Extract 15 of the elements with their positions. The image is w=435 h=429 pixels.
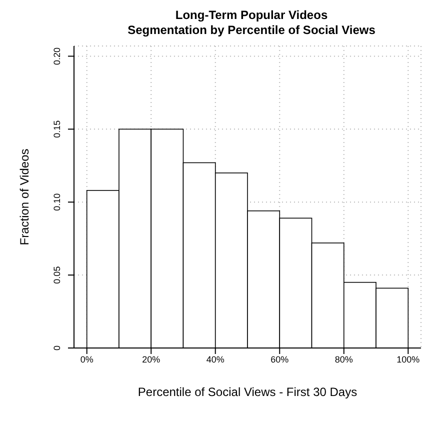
y-tick-label: 0.05 bbox=[52, 266, 62, 284]
chart-subtitle: Segmentation by Percentile of Social Views bbox=[126, 23, 376, 38]
y-tick-label: 0.20 bbox=[52, 47, 62, 65]
x-tick-label: 40% bbox=[206, 354, 224, 364]
x-tick-label: 100% bbox=[396, 354, 420, 364]
y-tick-label: 0.10 bbox=[52, 193, 62, 211]
y-tick-label: 0.15 bbox=[52, 120, 62, 138]
x-tick-label: 0% bbox=[80, 354, 94, 364]
x-tick-label: 60% bbox=[270, 354, 289, 364]
x-tick-label: 80% bbox=[334, 354, 353, 364]
y-axis-title: Fraction of Videos bbox=[17, 148, 32, 246]
x-tick-label: 20% bbox=[142, 354, 160, 364]
x-axis-title: Percentile of Social Views - First 30 Days bbox=[138, 385, 358, 399]
y-tick-label: 0 bbox=[52, 345, 62, 351]
chart-title: Long-Term Popular Videos bbox=[174, 8, 329, 23]
